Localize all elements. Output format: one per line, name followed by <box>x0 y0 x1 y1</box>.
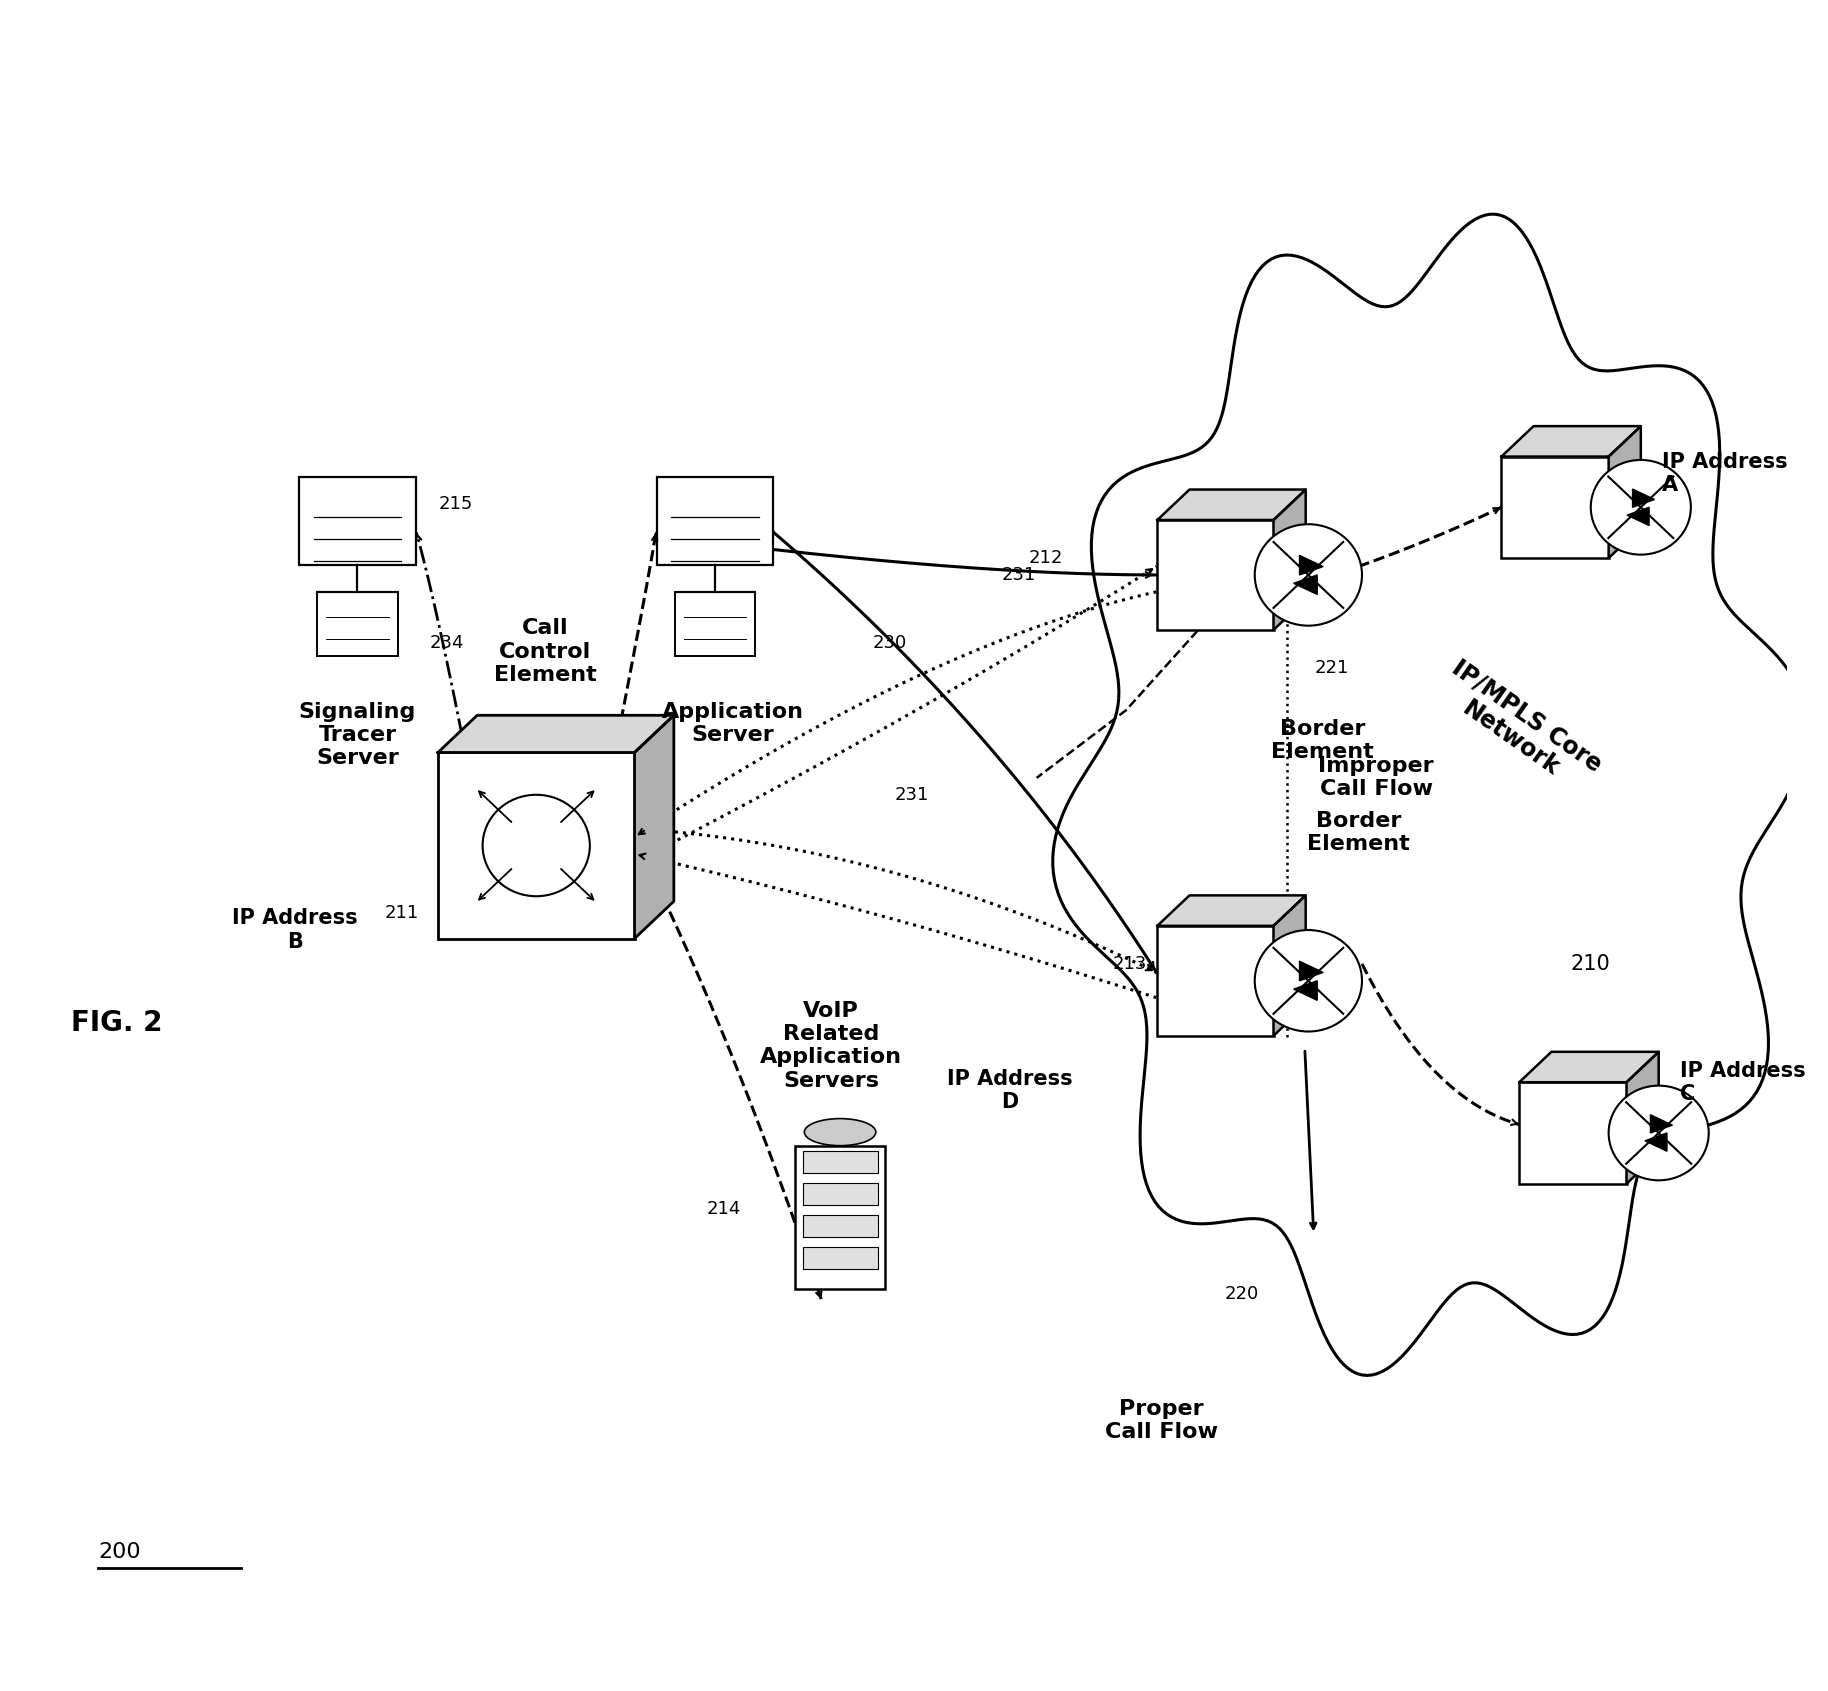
Bar <box>802 1150 877 1174</box>
Polygon shape <box>1627 507 1649 526</box>
Text: Application
Server: Application Server <box>662 702 804 746</box>
Text: 215: 215 <box>439 495 473 512</box>
Bar <box>1519 1082 1627 1184</box>
Text: 211: 211 <box>386 905 419 922</box>
Text: Call
Control
Element: Call Control Element <box>494 619 596 685</box>
Text: 230: 230 <box>874 634 907 651</box>
Circle shape <box>483 795 590 896</box>
Polygon shape <box>1627 1052 1658 1184</box>
Text: 212: 212 <box>1029 550 1062 566</box>
Ellipse shape <box>804 1119 876 1146</box>
Text: 234: 234 <box>430 634 464 651</box>
Text: Border
Element: Border Element <box>1270 719 1375 763</box>
Circle shape <box>1590 460 1691 555</box>
Polygon shape <box>1274 490 1305 629</box>
Text: 231: 231 <box>1002 566 1036 583</box>
Text: VoIP
Related
Application
Servers: VoIP Related Application Servers <box>760 1001 903 1091</box>
Polygon shape <box>1294 981 1318 1001</box>
Polygon shape <box>1519 1052 1658 1082</box>
Bar <box>795 1146 885 1289</box>
Polygon shape <box>1609 426 1642 558</box>
Polygon shape <box>439 715 675 752</box>
Text: 213: 213 <box>1113 955 1146 972</box>
Polygon shape <box>1300 960 1323 981</box>
Polygon shape <box>1294 575 1318 595</box>
Bar <box>300 477 415 565</box>
Bar <box>802 1248 877 1268</box>
Polygon shape <box>1651 1114 1673 1133</box>
Bar <box>802 1182 877 1204</box>
Bar <box>439 752 634 939</box>
Text: 200: 200 <box>99 1542 141 1562</box>
Circle shape <box>1254 930 1362 1032</box>
Bar <box>1157 927 1274 1035</box>
Circle shape <box>1609 1086 1709 1180</box>
Text: Signaling
Tracer
Server: Signaling Tracer Server <box>298 702 417 768</box>
Bar <box>675 592 755 656</box>
Polygon shape <box>1300 555 1323 575</box>
Bar <box>1157 519 1274 629</box>
Polygon shape <box>1501 426 1642 457</box>
Text: IP Address
D: IP Address D <box>947 1069 1073 1113</box>
Text: IP Address
A: IP Address A <box>1662 451 1788 495</box>
Text: 220: 220 <box>1225 1285 1259 1302</box>
Polygon shape <box>1157 490 1305 521</box>
Circle shape <box>1254 524 1362 626</box>
Text: Proper
Call Flow: Proper Call Flow <box>1106 1398 1217 1442</box>
Text: Improper
Call Flow: Improper Call Flow <box>1318 756 1435 800</box>
Text: 231: 231 <box>894 786 929 803</box>
Polygon shape <box>1274 896 1305 1035</box>
Bar <box>656 477 773 565</box>
Text: IP Address
C: IP Address C <box>1680 1060 1806 1104</box>
Polygon shape <box>1645 1133 1667 1152</box>
Polygon shape <box>1053 215 1808 1375</box>
Polygon shape <box>1632 489 1654 507</box>
Text: Border
Element: Border Element <box>1307 810 1409 854</box>
Text: 210: 210 <box>1570 954 1610 974</box>
Text: FIG. 2: FIG. 2 <box>71 1010 163 1037</box>
Text: IP Address
B: IP Address B <box>232 908 358 952</box>
Text: 221: 221 <box>1314 659 1349 676</box>
Polygon shape <box>634 715 675 939</box>
Text: 214: 214 <box>707 1201 740 1218</box>
Bar <box>802 1214 877 1238</box>
Text: IP/MPLS Core
Network: IP/MPLS Core Network <box>1431 654 1607 800</box>
Bar <box>318 592 399 656</box>
Bar <box>1501 457 1609 558</box>
Polygon shape <box>1157 896 1305 927</box>
